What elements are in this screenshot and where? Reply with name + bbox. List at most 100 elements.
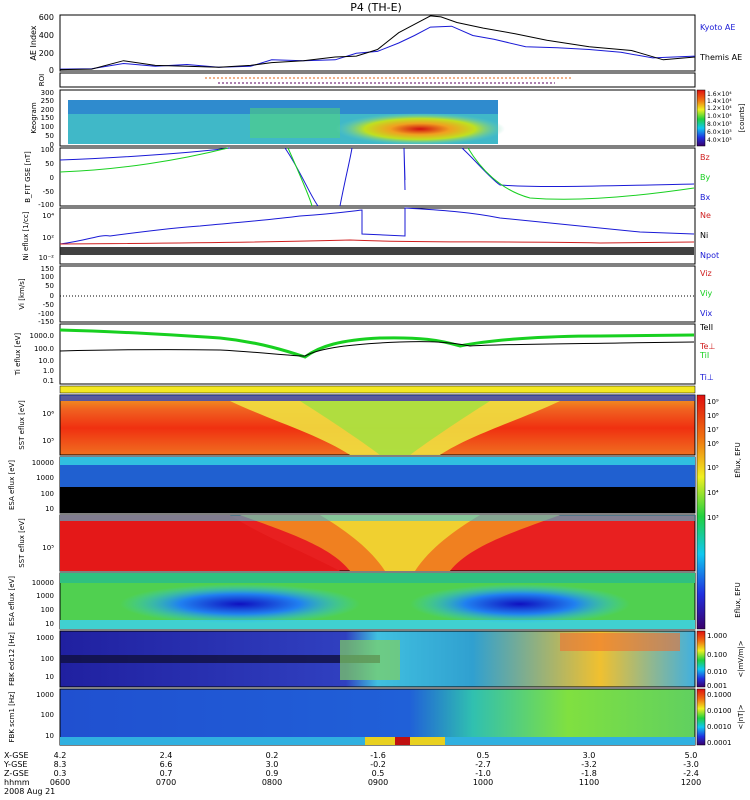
z-gse-0800: 0.9 — [266, 769, 279, 778]
fbk1-ytick-1000: 1000 — [36, 634, 54, 642]
sst1-ytick-2: 10⁵ — [42, 437, 54, 445]
v-ytick-m100: -100 — [38, 310, 54, 318]
t-ytick-1000: 1000.0 — [30, 332, 55, 340]
t-ylabel: Ti eflux [eV] — [14, 333, 22, 377]
z-gse-1100: -1.8 — [581, 769, 597, 778]
keogram-band-top — [68, 100, 498, 114]
time-0900: 0900 — [368, 778, 388, 787]
y-gse-1100: -3.2 — [581, 760, 597, 769]
velocity-panel: 150 100 50 0 -50 -100 -150 Vi [km/s] Viz… — [18, 265, 713, 326]
sst-ion-green-wedge — [300, 401, 490, 455]
b-ytick-0: 0 — [50, 174, 54, 182]
time-0600: 0600 — [50, 778, 70, 787]
n-ytick-1em2: 10⁻² — [39, 254, 55, 262]
x-gse-0600: 4.2 — [54, 751, 67, 760]
ae-ytick-400: 400 — [39, 31, 54, 40]
keogram-bright-aurora — [335, 113, 505, 145]
keo-ytick-100: 100 — [41, 123, 54, 131]
t-ytick-0.1: 0.1 — [43, 377, 54, 385]
keogram-colorbar — [696, 89, 706, 147]
eflux-cb-3: 10⁷ — [707, 426, 719, 434]
t-ytick-100: 100.0 — [34, 345, 54, 353]
eflux-cb-5: 10⁵ — [707, 464, 719, 472]
legend-te-perp: Te⊥ — [699, 342, 715, 351]
legend-vix: Vix — [700, 309, 713, 318]
eflux-cb-6: 10⁴ — [707, 489, 719, 497]
esa1-ytick-100: 100 — [41, 490, 54, 498]
v-ytick-m50: -50 — [43, 301, 54, 309]
sst1-ylabel: SST eflux [eV] — [18, 400, 26, 450]
eflux-cb-label-1: Eflux, EFU — [734, 442, 742, 477]
esa2-ytick-10: 10 — [45, 620, 54, 628]
xrow-label-hhmm: hhmm — [4, 778, 30, 787]
n-ylabel: Ni eflux [1/cc] — [22, 211, 30, 260]
legend-teii: TeII — [699, 323, 713, 332]
fbk1-cb-3: 0.010 — [707, 668, 727, 676]
esa-electron-blue-right — [410, 584, 630, 624]
fbk1-colorbar — [696, 630, 706, 688]
keo-cb-5: 8.0×10³ — [707, 121, 732, 128]
x-gse-1100: 3.0 — [583, 751, 596, 760]
esa2-ytick-1000: 1000 — [36, 592, 54, 600]
sst-ion-panel: 10⁶ 10⁵ SST eflux [eV] — [18, 394, 696, 456]
esa2-ytick-100: 100 — [41, 606, 54, 614]
b-ytick-50: 50 — [45, 160, 54, 168]
ae-ytick-600: 600 — [39, 13, 54, 22]
keo-cb-3: 1.2×10⁴ — [707, 105, 732, 112]
fbk2-cb-label: <|nT|> — [737, 704, 745, 729]
v-ylabel: Vi [km/s] — [18, 278, 26, 309]
ae-ytick-0: 0 — [49, 66, 54, 75]
fbk1-ylabel: FBK edc12 [Hz] — [8, 632, 16, 686]
eflux-colorbar: 10⁹ 10⁸ 10⁷ 10⁶ 10⁵ 10⁴ 10³ Eflux, EFU E… — [696, 394, 742, 630]
time-1200: 1200 — [681, 778, 701, 787]
eflux-cb-7: 10³ — [707, 514, 719, 522]
ae-themis-line — [59, 15, 696, 71]
esa1-ytick-10000: 10000 — [32, 459, 54, 467]
legend-ni: Ni — [700, 231, 708, 240]
esa-electron-panel: 10000 1000 100 10 ESA eflux [eV] — [8, 572, 696, 630]
eflux-cb-4: 10⁶ — [707, 440, 719, 448]
esa-ion-cyan-band — [60, 457, 695, 465]
density-panel: 10⁴ 10² 10⁻² Ni eflux [1/cc] Ne Ni Npot — [22, 207, 719, 265]
time-1100: 1100 — [579, 778, 599, 787]
keogram-panel: 300 250 200 150 100 50 0 Keogram 1.6×10⁴… — [30, 89, 746, 149]
t-ytick-10: 10.0 — [38, 357, 54, 365]
y-gse-0600: 8.3 — [54, 760, 67, 769]
x-gse-0900: -1.6 — [370, 751, 386, 760]
z-gse-0700: 0.7 — [160, 769, 173, 778]
sst2-ytick-1: 10⁵ — [42, 544, 54, 552]
eflux-colorbar-gradient — [696, 394, 706, 630]
ae-ytick-200: 200 — [39, 49, 54, 58]
by-line — [59, 147, 695, 207]
esa-electron-top — [60, 573, 695, 583]
legend-bx: Bx — [700, 193, 710, 202]
z-gse-0600: 0.3 — [54, 769, 67, 778]
esa1-ytick-1000: 1000 — [36, 474, 54, 482]
keogram-band-mid — [250, 108, 340, 138]
b-ytick-100: 100 — [41, 146, 54, 154]
bfield-panel: 100 50 0 -50 -100 B_FIT GSE [nT] Bz By B… — [24, 146, 710, 209]
roi-ylabel: ROI — [38, 74, 46, 86]
roi-panel: ROI — [38, 72, 696, 88]
keo-cb-6: 6.0×10³ — [707, 129, 732, 136]
legend-themis-ae: Themis AE — [699, 53, 742, 62]
keo-cb-2: 1.4×10⁴ — [707, 98, 732, 105]
fbk-edc12-hot — [560, 633, 680, 651]
x-gse-1000: 0.5 — [477, 751, 490, 760]
sst-electron-panel: 10⁵ SST eflux [eV] — [18, 514, 696, 572]
fbk2-cb-4: 0.0001 — [707, 739, 732, 747]
bx-line — [59, 147, 695, 207]
z-gse-1200: -2.4 — [683, 769, 699, 778]
fbk1-ytick-10: 10 — [45, 673, 54, 681]
ni-line — [59, 207, 695, 245]
legend-kyoto-ae: Kyoto AE — [700, 23, 735, 32]
keo-ytick-250: 250 — [41, 97, 54, 105]
xrow-label-z: Z-GSE — [4, 769, 29, 778]
keo-ytick-0: 0 — [50, 141, 54, 149]
fbk2-ytick-10: 10 — [45, 732, 54, 740]
te-line — [59, 341, 695, 357]
time-0700: 0700 — [156, 778, 176, 787]
legend-tii: TiI — [699, 351, 709, 360]
eflux-cb-2: 10⁸ — [707, 412, 719, 420]
b-ytick-m50: -50 — [43, 188, 54, 196]
